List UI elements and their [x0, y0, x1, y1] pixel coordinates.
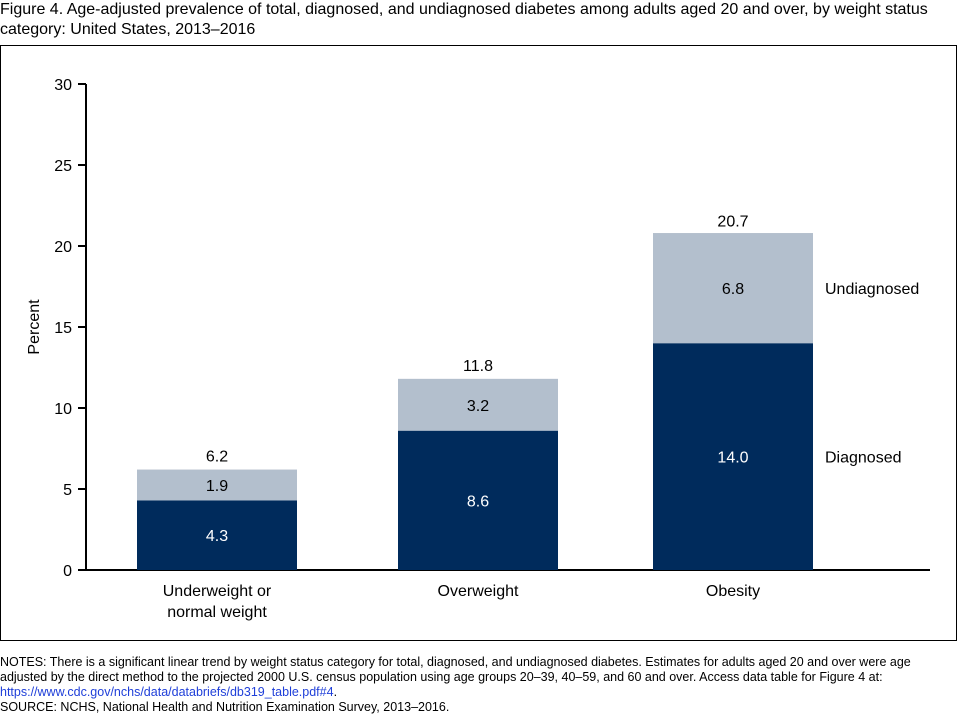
bar-undiagnosed-0	[137, 469, 297, 501]
source-text: SOURCE: NCHS, National Health and Nutrit…	[0, 700, 450, 714]
notes-block: NOTES: There is a significant linear tre…	[0, 655, 958, 715]
data-table-link[interactable]: https://www.cdc.gov/nchs/data/databriefs…	[0, 685, 334, 699]
y-tick-label-10: 10	[54, 401, 72, 418]
legend-label-diagnosed: Diagnosed	[825, 450, 902, 467]
chart-title: Figure 4. Age-adjusted prevalence of tot…	[0, 1, 928, 38]
x-category-label-0-1: normal weight	[167, 604, 267, 621]
bar-value-label-diagnosed-2: 14.0	[717, 450, 748, 467]
y-tick-label-15: 15	[54, 320, 72, 337]
x-category-label-2-0: Obesity	[706, 583, 760, 600]
total-value-label-0: 6.2	[206, 449, 228, 466]
x-category-label-1-0: Overweight	[438, 583, 519, 600]
y-axis-label: Percent	[26, 299, 43, 355]
chart-frame	[0, 45, 957, 641]
y-tick-label-20: 20	[54, 239, 72, 256]
y-tick-label-25: 25	[54, 158, 72, 175]
bar-diagnosed-1	[398, 430, 558, 570]
bar-undiagnosed-2	[653, 233, 813, 344]
legend-label-undiagnosed: Undiagnosed	[825, 281, 919, 298]
y-tick-label-30: 30	[54, 77, 72, 94]
bar-value-label-undiagnosed-0: 1.9	[206, 478, 228, 495]
bar-undiagnosed-1	[398, 378, 558, 431]
notes-text: NOTES: There is a significant linear tre…	[0, 655, 911, 684]
bar-value-label-diagnosed-1: 8.6	[467, 493, 489, 510]
bar-diagnosed-0	[137, 500, 297, 570]
x-category-label-0-0: Underweight or	[163, 583, 272, 600]
notes-link-suffix: .	[333, 685, 338, 699]
bar-value-label-diagnosed-0: 4.3	[206, 528, 228, 545]
bar-value-label-undiagnosed-1: 3.2	[467, 398, 489, 415]
total-value-label-2: 20.7	[717, 214, 748, 231]
stacked-bar-chart: 0 5 10 15 20 25 30 Percent 4.3 1.9 6.2 Underweight…	[26, 77, 930, 621]
bar-value-label-undiagnosed-2: 6.8	[722, 281, 744, 298]
y-tick-label-0: 0	[63, 563, 72, 580]
total-value-label-1: 11.8	[463, 358, 493, 375]
y-tick-label-5: 5	[63, 482, 72, 499]
bar-diagnosed-2	[653, 343, 813, 570]
